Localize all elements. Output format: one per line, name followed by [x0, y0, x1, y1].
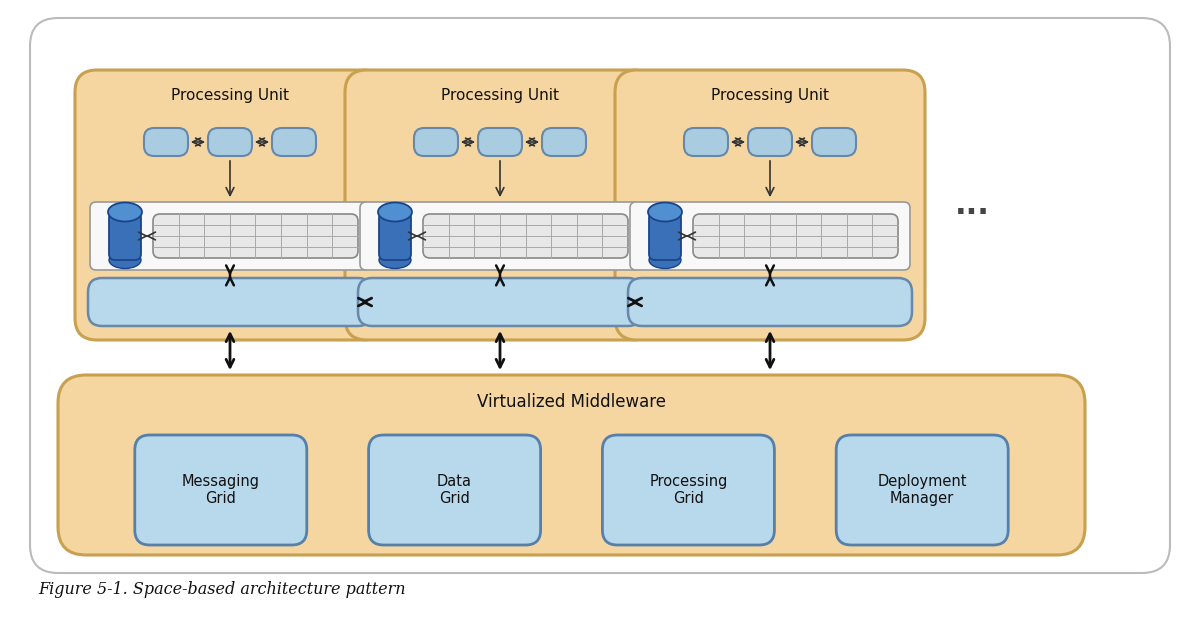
FancyBboxPatch shape	[684, 128, 728, 156]
FancyBboxPatch shape	[630, 202, 910, 270]
FancyBboxPatch shape	[542, 128, 586, 156]
FancyBboxPatch shape	[144, 128, 188, 156]
Text: Processing Unit: Processing Unit	[170, 88, 289, 103]
FancyBboxPatch shape	[649, 212, 682, 260]
FancyBboxPatch shape	[208, 128, 252, 156]
FancyBboxPatch shape	[272, 128, 316, 156]
FancyBboxPatch shape	[478, 128, 522, 156]
FancyBboxPatch shape	[748, 128, 792, 156]
FancyBboxPatch shape	[812, 128, 856, 156]
FancyBboxPatch shape	[360, 202, 640, 270]
FancyBboxPatch shape	[602, 435, 774, 545]
FancyBboxPatch shape	[134, 435, 307, 545]
Ellipse shape	[379, 251, 410, 269]
Text: Virtualized Middleware: Virtualized Middleware	[478, 393, 666, 411]
FancyBboxPatch shape	[90, 202, 370, 270]
FancyBboxPatch shape	[414, 128, 458, 156]
Text: Data
Grid: Data Grid	[437, 474, 472, 506]
FancyBboxPatch shape	[628, 278, 912, 326]
FancyBboxPatch shape	[88, 278, 372, 326]
Text: Deployment
Manager: Deployment Manager	[877, 474, 967, 506]
Text: Figure 5-1. Space-based architecture pattern: Figure 5-1. Space-based architecture pat…	[38, 581, 406, 598]
Ellipse shape	[649, 251, 682, 269]
Ellipse shape	[108, 202, 142, 221]
FancyBboxPatch shape	[358, 278, 642, 326]
FancyBboxPatch shape	[616, 70, 925, 340]
FancyBboxPatch shape	[346, 70, 655, 340]
Text: Processing Unit: Processing Unit	[710, 88, 829, 103]
FancyBboxPatch shape	[379, 212, 412, 260]
Text: Processing
Grid: Processing Grid	[649, 474, 727, 506]
Ellipse shape	[109, 251, 142, 269]
FancyBboxPatch shape	[58, 375, 1085, 555]
FancyBboxPatch shape	[368, 435, 541, 545]
FancyBboxPatch shape	[836, 435, 1008, 545]
FancyBboxPatch shape	[424, 214, 628, 258]
Text: Messaging
Grid: Messaging Grid	[182, 474, 259, 506]
Ellipse shape	[648, 202, 682, 221]
FancyBboxPatch shape	[74, 70, 385, 340]
FancyBboxPatch shape	[30, 18, 1170, 573]
FancyBboxPatch shape	[694, 214, 898, 258]
Text: ...: ...	[954, 191, 990, 219]
Ellipse shape	[378, 202, 412, 221]
FancyBboxPatch shape	[152, 214, 358, 258]
Text: Processing Unit: Processing Unit	[442, 88, 559, 103]
FancyBboxPatch shape	[109, 212, 142, 260]
